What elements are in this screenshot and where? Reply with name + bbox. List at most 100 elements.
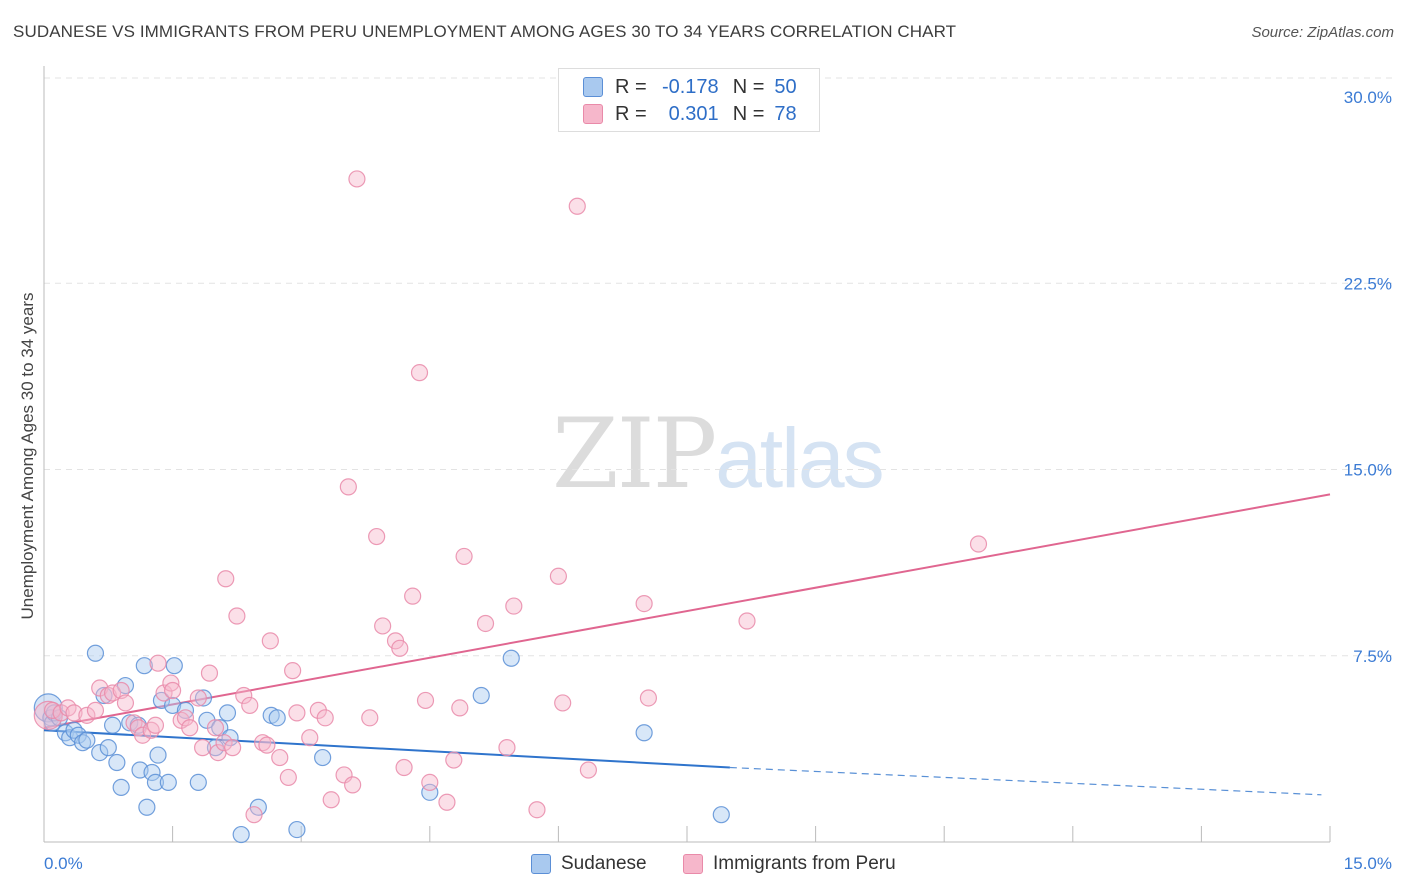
peru-point [505, 597, 523, 615]
peru-point [455, 547, 473, 566]
sudanese-point [232, 825, 250, 844]
peru-point [133, 726, 152, 744]
peru-point [445, 751, 463, 769]
peru-point [301, 729, 319, 747]
peru-point [279, 768, 297, 787]
sudanese-legend-swatch [531, 854, 551, 874]
trend-layer [43, 493, 1331, 796]
r-label: R = [615, 102, 647, 125]
x-tick-label: 15.0% [1344, 854, 1392, 873]
peru-point [421, 773, 439, 792]
peru-point [164, 681, 182, 700]
peru-point [261, 632, 279, 650]
bottom-legend-sudanese: Sudanese [531, 852, 647, 876]
grid-layer [44, 77, 1392, 657]
legend-row-sudanese: R = -0.178 N = 50 [583, 75, 797, 99]
sudanese-point [149, 746, 167, 764]
sudanese-point [189, 773, 207, 792]
sudanese-legend-label: Sudanese [561, 853, 647, 874]
sudanese-trend-line [43, 729, 730, 769]
y-tick-label: 30.0% [1344, 88, 1392, 107]
peru-point [322, 791, 340, 809]
peru-point [969, 535, 988, 553]
peru-point [568, 197, 586, 215]
sudanese-point [502, 649, 520, 667]
sudanese-r-value: -0.178 [661, 75, 719, 98]
sudanese-point [206, 739, 225, 757]
peru-point [288, 704, 306, 722]
peru-point [476, 614, 495, 633]
sudanese-trend-extension [729, 766, 1322, 796]
peru-point [391, 639, 409, 657]
peru-point [528, 801, 546, 819]
axis-layer [43, 66, 1331, 843]
tick-label-layer: 7.5% 15.0% 22.5% 30.0% 0.0% 15.0% [44, 88, 1392, 873]
peru-point [416, 691, 435, 710]
peru-legend-swatch [683, 854, 703, 874]
bottom-legend-peru: Immigrants from Peru [683, 852, 896, 876]
sudanese-point [143, 763, 161, 782]
watermark-atlas: atlas [715, 411, 884, 505]
legend-row-peru: R = 0.301 N = 78 [583, 102, 797, 126]
y-tick-label: 15.0% [1344, 461, 1392, 480]
peru-point [410, 364, 429, 382]
sudanese-point [135, 657, 153, 675]
peru-point [176, 709, 195, 727]
chart-title: SUDANESE VS IMMIGRANTS FROM PERU UNEMPLO… [13, 22, 957, 41]
peru-point [241, 696, 259, 715]
peru-point [348, 170, 366, 188]
peru-point [635, 594, 653, 613]
y-tick-label: 7.5% [1353, 647, 1392, 666]
peru-point [554, 694, 572, 712]
peru-swatch [583, 104, 603, 124]
sudanese-point [218, 704, 237, 722]
sudanese-point [712, 806, 730, 824]
watermark: ZIPatlas [552, 398, 885, 510]
peru-point [368, 527, 386, 546]
peru-point [271, 748, 289, 767]
peru-point [498, 739, 516, 757]
sudanese-point [91, 743, 109, 762]
peru-point [258, 736, 276, 754]
peru-point [344, 776, 362, 794]
peru-point [404, 587, 422, 605]
x-tick-label: 0.0% [44, 854, 83, 873]
stats-legend: R = -0.178 N = 50 R = 0.301 N = 78 [558, 68, 820, 132]
sudanese-point [288, 820, 306, 839]
y-tick-label: 22.5% [1344, 274, 1392, 293]
peru-point [579, 761, 598, 779]
sudanese-n-value: 50 [774, 75, 797, 98]
peru-point [65, 704, 83, 722]
peru-point [200, 664, 219, 682]
sudanese-point [99, 739, 117, 757]
peru-point [235, 686, 253, 705]
peru-point [451, 699, 469, 717]
peru-point [181, 719, 199, 737]
sudanese-point [472, 686, 490, 705]
peru-point [395, 758, 413, 777]
peru-point [374, 617, 392, 635]
peru-point [224, 739, 242, 757]
peru-point [33, 700, 63, 730]
sudanese-point [108, 753, 126, 772]
r-label: R = [615, 75, 647, 98]
peru-point [245, 806, 263, 824]
peru-point [549, 567, 568, 585]
peru-point [116, 694, 135, 712]
n-label: N = [732, 75, 765, 98]
peru-point [146, 716, 165, 734]
peru-point [339, 478, 357, 496]
peru-point [206, 719, 225, 737]
peru-n-value: 78 [774, 102, 797, 125]
peru-point [189, 689, 207, 707]
sudanese-point [314, 748, 332, 767]
peru-point [217, 570, 235, 588]
peru-point [194, 739, 212, 757]
sudanese-point [86, 644, 105, 662]
y-axis-label: Unemployment Among Ages 30 to 34 years [18, 292, 37, 620]
peru-legend-label: Immigrants from Peru [713, 853, 896, 874]
peru-point [438, 793, 456, 811]
sudanese-point [103, 716, 122, 734]
peru-point [86, 701, 105, 719]
